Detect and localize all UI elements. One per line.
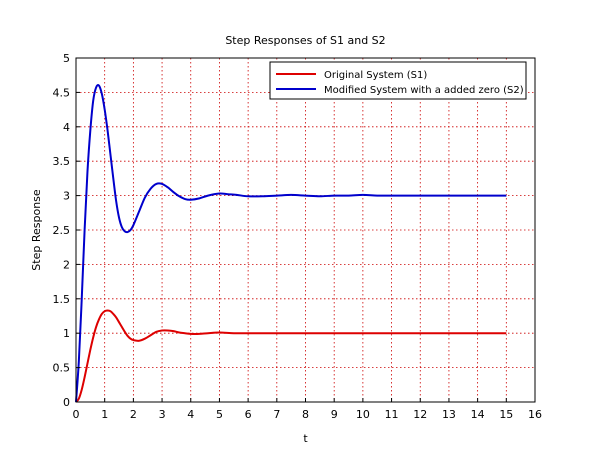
x-tick-label: 11 bbox=[385, 408, 399, 421]
y-tick-label: 4 bbox=[63, 121, 70, 134]
y-tick-label: 4.5 bbox=[53, 86, 71, 99]
y-tick-label: 5 bbox=[63, 52, 70, 65]
x-tick-label: 0 bbox=[73, 408, 80, 421]
x-tick-label: 5 bbox=[216, 408, 223, 421]
y-tick-label: 0.5 bbox=[53, 362, 71, 375]
x-tick-label: 9 bbox=[331, 408, 338, 421]
y-tick-label: 3 bbox=[63, 190, 70, 203]
legend-label-s2: Modified System with a added zero (S2) bbox=[324, 85, 524, 96]
x-tick-label: 7 bbox=[273, 408, 280, 421]
x-tick-label: 1 bbox=[101, 408, 108, 421]
legend: Original System (S1) Modified System wit… bbox=[269, 61, 527, 100]
y-axis-label: Step Response bbox=[30, 189, 43, 271]
series-lines bbox=[75, 84, 507, 403]
y-tick-label: 2.5 bbox=[53, 224, 71, 237]
y-tick-label: 1 bbox=[63, 327, 70, 340]
x-tick-label: 15 bbox=[499, 408, 513, 421]
x-tick-label: 12 bbox=[413, 408, 427, 421]
x-tick-label: 16 bbox=[528, 408, 542, 421]
series-line-1 bbox=[75, 309, 507, 403]
chart-title: Step Responses of S1 and S2 bbox=[225, 34, 385, 47]
legend-label-s1: Original System (S1) bbox=[324, 70, 427, 81]
y-tick-label: 1.5 bbox=[53, 293, 71, 306]
x-axis-label: t bbox=[303, 432, 308, 445]
axis-ticks: 0 1 2 3 4 5 6 7 8 9 10 11 12 13 14 15 1600.511.522.533.5… bbox=[53, 52, 543, 421]
x-tick-label: 6 bbox=[245, 408, 252, 421]
x-tick-label: 10 bbox=[356, 408, 370, 421]
x-tick-label: 8 bbox=[302, 408, 309, 421]
y-tick-label: 2 bbox=[63, 258, 70, 271]
x-tick-label: 14 bbox=[471, 408, 485, 421]
x-tick-label: 13 bbox=[442, 408, 456, 421]
x-tick-label: 3 bbox=[159, 408, 166, 421]
series-line-2 bbox=[75, 84, 507, 403]
legend-box bbox=[269, 61, 527, 100]
y-tick-label: 3.5 bbox=[53, 155, 71, 168]
x-tick-label: 2 bbox=[130, 408, 137, 421]
y-tick-label: 0 bbox=[63, 396, 70, 409]
x-tick-label: 4 bbox=[187, 408, 194, 421]
